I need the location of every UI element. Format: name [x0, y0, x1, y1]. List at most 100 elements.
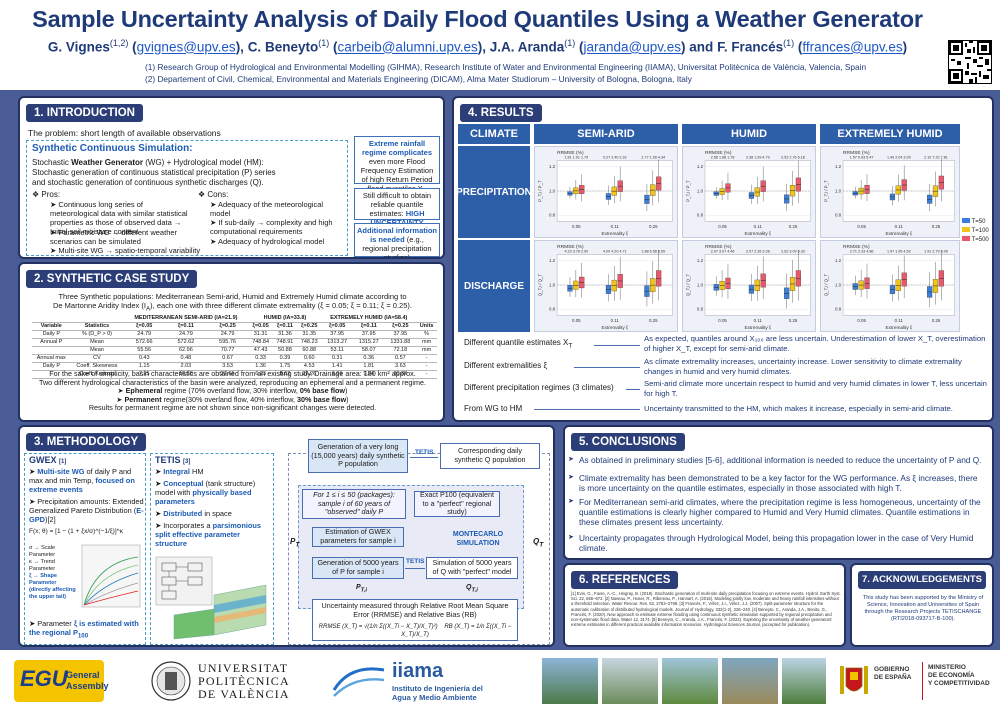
references-panel: 6. REFERENCES [1] Evin, G., Favre, A.-C.…	[563, 563, 846, 647]
section-heading: 5. CONCLUSIONS	[571, 433, 685, 451]
x-axis-label: Extremality ξ	[745, 325, 772, 331]
poster-title: Sample Uncertainty Analysis of Daily Flo…	[32, 6, 923, 32]
x-tick-label: 0.05	[572, 318, 581, 323]
author-email-link[interactable]: gvignes@upv.es	[136, 39, 236, 55]
rrmse-value: 2.38 1.99 4.79	[746, 156, 770, 160]
tetis-item: ➤ Distributed in space	[155, 509, 232, 518]
rrmse-value: 2.10 7.22 7.81	[924, 156, 948, 160]
tetis-model-diagram	[155, 556, 267, 640]
acknowledgements-text: This study has been supported by the Min…	[862, 595, 984, 622]
table-row: Coeff. Kurtosis 7.25 10.68 27.61 6.23 8.62 32.…	[32, 370, 437, 379]
boxplot-subplot: RRMSE (%) 1.2 1.0 0.8 P_T,i / P_T 0.05 2.56 1.…	[682, 146, 816, 238]
tetis-box	[150, 453, 274, 645]
y-axis-label: Q_T,i / Q_T	[537, 273, 542, 296]
table-row: Mean 55.56 62.96 70.77 47.43 50.88 60.88 53.11 5…	[32, 346, 437, 355]
parameter-legend: σ → Scale Parameter κ → Trend Parameter …	[29, 545, 76, 600]
flow-arrow	[405, 568, 425, 569]
author-email-link[interactable]: carbeib@alumni.upv.es	[337, 39, 478, 55]
divider	[922, 662, 923, 700]
boxplot-subplot: RRMSE (%) 1.2 1.0 0.8 Q_T,i / Q_T 0.05 2.71 2.…	[820, 240, 960, 332]
y-tick-label: 0.8	[835, 213, 842, 218]
affiliation-1: (1) Research Group of Hydrological and E…	[145, 62, 867, 72]
conclusions-panel: 5. CONCLUSIONS As obtained in preliminar…	[563, 425, 994, 560]
methodology-panel: 3. METHODOLOGY GWEX [1] ➤ Multi-site WG …	[18, 425, 555, 647]
results-panel: 4. RESULTS CLIMATE SEMI-ARID HUMID EXTRE…	[452, 96, 994, 422]
flow-step-sample: For 1 ≤ i ≤ 50 (packages): sample i of 6…	[302, 489, 406, 519]
column-header-humid: HUMID	[682, 124, 816, 144]
x-tick-label: 0.05	[857, 318, 866, 323]
table-row: Annual max CV 0.43 0.48 0.67 0.33 0.39 0.60 0.31…	[32, 354, 437, 363]
landscape-photo	[662, 658, 718, 704]
pros-title: ❖ Pros:	[32, 190, 61, 199]
gobierno-text: GOBIERNO DE ESPAÑA	[874, 666, 912, 681]
pti-label: PT,i	[356, 584, 368, 594]
x-tick-label: 0.25	[789, 318, 798, 323]
section-heading: 6. REFERENCES	[571, 571, 679, 589]
author-email-link[interactable]: ffrances@upv.es	[802, 39, 903, 55]
problem-statement: The problem: short length of available o…	[28, 128, 221, 138]
finding-text: As expected, quantiles around X₁₀₀ are l…	[644, 334, 986, 353]
flowchart-frame	[288, 453, 550, 645]
rrmse-label: RRMSE (%)	[705, 150, 732, 156]
egpd-formula: F(x; θ) = [1 − (1 + ξx/σ)^(−1/ξ)]^κ	[29, 528, 123, 535]
rrmse-value: 0.27 2.40 2.32	[603, 156, 627, 160]
rrmse-value: 2.71 2.33 4.86	[850, 250, 874, 254]
y-tick-label: 1.2	[835, 258, 842, 263]
y-axis-label: Q_T,i / Q_T	[823, 273, 828, 296]
scs-line3: and stochastic generation of continuous …	[32, 178, 264, 187]
legend-swatch	[962, 227, 970, 232]
x-tick-label: 0.11	[754, 224, 763, 229]
rrmse-value: 1.91 2.79 5.06	[924, 250, 948, 254]
x-tick-label: 0.11	[754, 318, 763, 323]
rrmse-label: RRMSE (%)	[557, 150, 584, 156]
finding-text: As climate extremality increases, uncert…	[644, 357, 962, 376]
pros-item: ➤ Continuous long series of meteorologic…	[50, 200, 188, 236]
acknowledgements-panel: 7. ACKNOWLEDGEMENTS This study has been …	[850, 563, 994, 647]
row-label-discharge: DISCHARGE	[458, 240, 530, 332]
synth-notes: For the sake of simplicity, basin charac…	[38, 369, 426, 412]
section-heading: 1. INTRODUCTION	[26, 104, 143, 122]
finding-arrow	[594, 345, 640, 346]
poster-footer: EGU General Assembly UNIVERSITAT POLITÈCNI…	[0, 650, 1000, 711]
climate-header: CLIMATE	[458, 124, 530, 144]
column-header-extremely-humid: EXTREMELY HUMID	[820, 124, 960, 144]
scs-box	[26, 140, 348, 256]
table-row: Annual P Mean 572.66 572.62 595.76 748.84 748.…	[32, 338, 437, 347]
flow-step-q-population: Corresponding daily synthetic Q populati…	[440, 443, 540, 469]
rrmse-value: 1.88 6.58 6.59	[641, 250, 665, 254]
upv-seal-icon	[151, 661, 191, 701]
intro-panel: 1. INTRODUCTION The problem: short lengt…	[18, 96, 445, 259]
y-axis-label: P_T,i / P_T	[823, 180, 828, 202]
gwex-title: GWEX [1]	[29, 455, 67, 465]
y-tick-label: 1.0	[835, 282, 842, 287]
cons-item: ➤ If sub-daily → complexity and high com…	[210, 218, 333, 236]
pros-item: ➤ Parametric WG → different weather scen…	[50, 228, 178, 246]
x-axis-label: Extremality ξ	[886, 231, 913, 237]
pt-label: PT	[290, 537, 300, 549]
montecarlo-label: MONTECARLO SIMULATION	[452, 531, 504, 547]
rrmse-value: 2.52 2.76 6.18	[781, 156, 805, 160]
x-tick-label: 0.25	[789, 224, 798, 229]
landscape-photo	[542, 658, 598, 704]
y-tick-label: 1.2	[835, 164, 842, 169]
y-axis-label: P_T,i / P_T	[537, 180, 542, 202]
section-heading: 3. METHODOLOGY	[26, 433, 147, 451]
y-tick-label: 1.2	[697, 164, 704, 169]
cons-item: ➤ Adequacy of hydrological model	[210, 237, 325, 246]
boxplot-subplot: RRMSE (%) 1.2 1.0 0.8 Q_T,i / Q_T 0.05 2.07 3.…	[682, 240, 816, 332]
x-tick-label: 0.25	[932, 318, 941, 323]
qr-code-icon[interactable]	[948, 40, 992, 84]
finding-arrow	[626, 389, 640, 390]
rrmse-value: 2.07 2.35 3.28	[746, 250, 770, 254]
rrmse-value: 1.81 1.91 1.79	[564, 156, 588, 160]
chart-legend: T=50 T=100 T=500	[962, 218, 989, 245]
rrmse-value: 2.07 3.07 4.46	[711, 250, 735, 254]
author-email-link[interactable]: jaranda@upv.es	[583, 39, 682, 55]
finding-label: From WG to HM	[464, 404, 523, 413]
x-axis-label: Extremality ξ	[745, 231, 772, 237]
y-tick-label: 1.2	[549, 164, 556, 169]
row-label-precipitation: PRECIPITATION	[456, 146, 532, 238]
poster-header: Sample Uncertainty Analysis of Daily Flo…	[0, 0, 1000, 88]
y-axis-label: P_T,i / P_T	[685, 180, 690, 202]
section-heading: 7. ACKNOWLEDGEMENTS	[858, 571, 986, 589]
